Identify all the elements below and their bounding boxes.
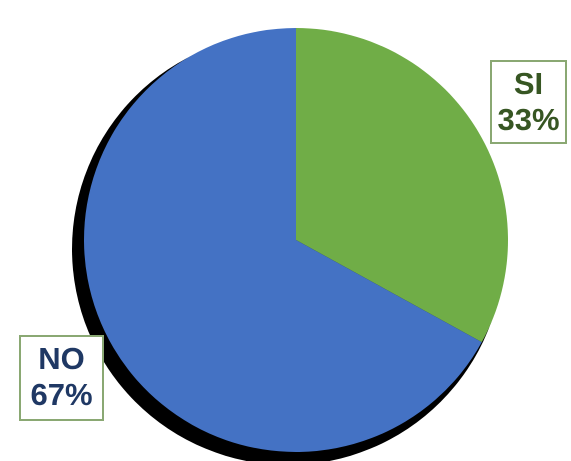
data-label-no: NO 67%	[19, 335, 104, 421]
data-label-si-category: SI	[513, 66, 544, 101]
data-label-si-percent: 33%	[497, 102, 560, 137]
pie-slice-si	[296, 28, 509, 343]
data-label-no-percent: 67%	[30, 377, 93, 412]
data-label-no-category: NO	[38, 341, 85, 376]
pie-slices	[84, 28, 509, 452]
data-label-si: SI 33%	[490, 60, 567, 144]
pie-slice-no	[84, 28, 482, 452]
